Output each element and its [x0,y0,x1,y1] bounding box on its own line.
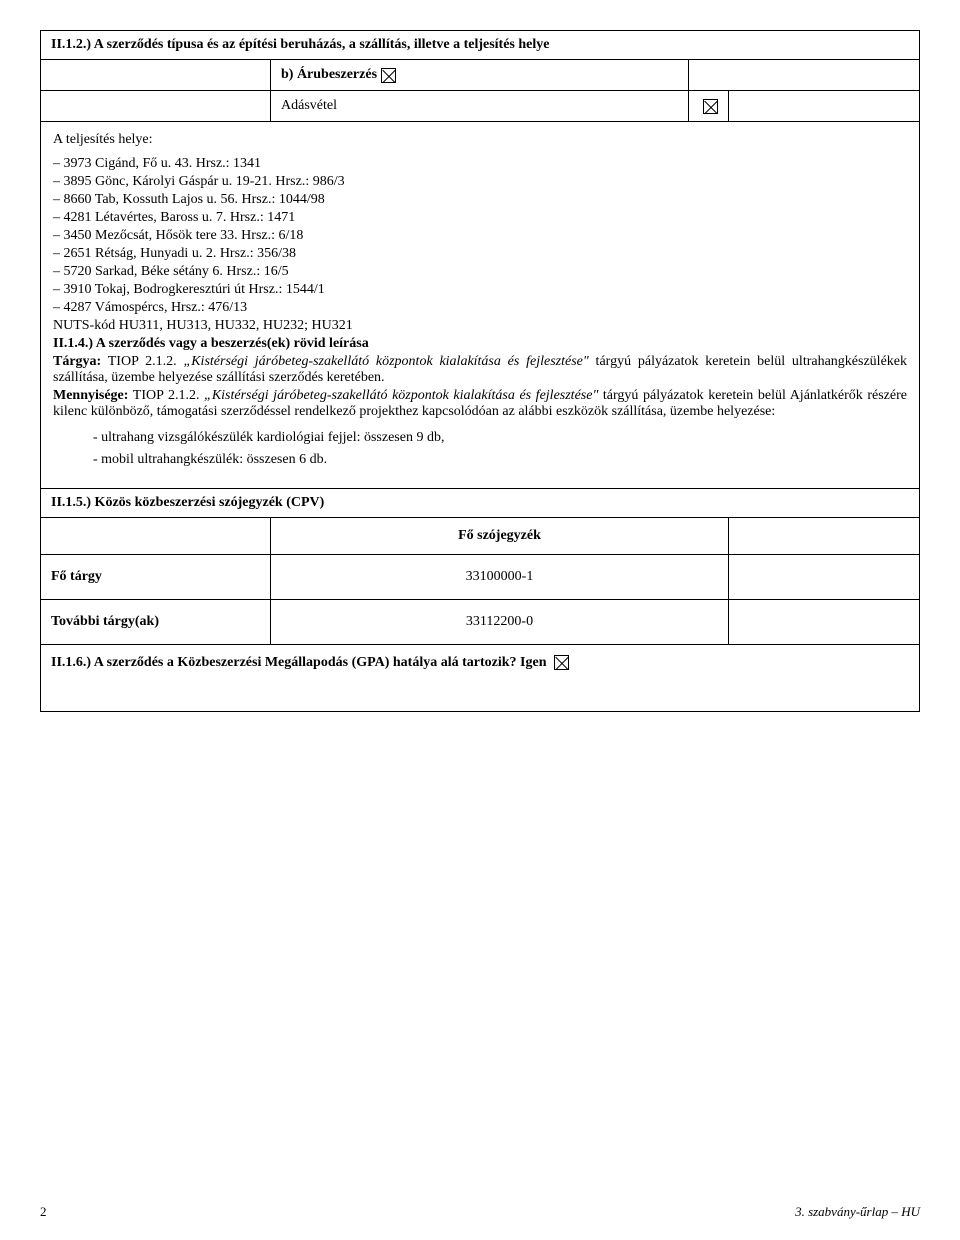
location-item: 4281 Létavértes, Baross u. 7. Hrsz.: 147… [53,210,907,226]
location-item: 3973 Cigánd, Fő u. 43. Hrsz.: 1341 [53,156,907,172]
location-item: 3450 Mezőcsát, Hősök tere 33. Hrsz.: 6/1… [53,228,907,244]
location-item: 3895 Gönc, Károlyi Gáspár u. 19-21. Hrsz… [53,174,907,190]
equipment-item: ultrahang vizsgálókészülék kardiológiai … [93,430,907,446]
mennyisege-paragraph: Mennyisége: TIOP 2.1.2. „Kistérségi járó… [53,388,907,420]
page-footer: 2 3. szabvány-űrlap – HU [40,1204,920,1220]
cpv-col-main: Fő szójegyzék [271,518,729,554]
arubeszerzes-cell: b) Árubeszerzés [271,60,689,90]
empty-cell [729,518,919,554]
equipment-item: mobil ultrahangkészülék: összesen 6 db. [93,452,907,468]
adasvetel-label: Adásvétel [281,98,337,114]
menny-label: Mennyisége: [53,388,128,403]
targya-label: Tárgya: [53,354,101,369]
body-block: A teljesítés helye: 3973 Cigánd, Fő u. 4… [41,122,919,488]
gpa-row: II.1.6.) A szerződés a Közbeszerzési Meg… [41,645,919,711]
footer-right: 3. szabvány-űrlap – HU [795,1204,920,1220]
gpa-checkbox [554,655,569,670]
cpv-section-title: II.1.5.) Közös közbeszerzési szójegyzék … [41,488,919,518]
gpa-text: II.1.6.) A szerződés a Közbeszerzési Meg… [51,655,547,670]
location-item: 5720 Sarkad, Béke sétány 6. Hrsz.: 16/5 [53,264,907,280]
locations-heading: A teljesítés helye: [53,132,907,148]
empty-cell [41,518,271,554]
empty-cell [729,600,919,644]
equipment-list: ultrahang vizsgálókészülék kardiológiai … [93,430,907,468]
locations-list: 3973 Cigánd, Fő u. 43. Hrsz.: 1341 3895 … [53,156,907,316]
targya-paragraph: Tárgya: TIOP 2.1.2. „Kistérségi járóbete… [53,354,907,386]
cpv-row2-code: 33112200-0 [271,600,729,644]
page-number: 2 [40,1204,47,1220]
row-arubeszerzes: b) Árubeszerzés [41,60,919,91]
location-item: 2651 Rétság, Hunyadi u. 2. Hrsz.: 356/38 [53,246,907,262]
menny-ital: „Kistérségi járóbeteg-szakellátó központ… [204,388,598,403]
empty-cell [689,60,919,90]
cpv-row1-code: 33100000-1 [271,555,729,599]
targya-code: TIOP 2.1.2. [101,354,183,369]
row-adasvetel: Adásvétel [41,91,919,122]
empty-cell [729,555,919,599]
cpv-row-main: Fő tárgy 33100000-1 [41,555,919,600]
adasvetel-checkbox [703,99,718,114]
empty-cell [729,91,919,121]
cpv-row-additional: További tárgy(ak) 33112200-0 [41,600,919,645]
location-item: 4287 Vámospércs, Hrsz.: 476/13 [53,300,907,316]
section-ii12-title: II.1.2.) A szerződés típusa és az építés… [41,31,919,60]
menny-code: TIOP 2.1.2. [128,388,204,403]
targya-ital: „Kistérségi járóbeteg-szakellátó központ… [183,354,588,369]
location-item: 8660 Tab, Kossuth Lajos u. 56. Hrsz.: 10… [53,192,907,208]
cpv-row1-label: Fő tárgy [41,555,271,599]
cpv-header-row: Fő szójegyzék [41,518,919,555]
arubeszerzes-checkbox [381,68,396,83]
arubeszerzes-label: b) Árubeszerzés [281,67,377,83]
nuts-codes: NUTS-kód HU311, HU313, HU332, HU232; HU3… [53,318,907,334]
location-item: 3910 Tokaj, Bodrogkeresztúri út Hrsz.: 1… [53,282,907,298]
adasvetel-cell: Adásvétel [271,91,689,121]
cpv-row2-label: További tárgy(ak) [41,600,271,644]
adasvetel-check-cell [689,91,729,121]
ii14-heading: II.1.4.) A szerződés vagy a beszerzés(ek… [53,336,907,352]
document-frame: II.1.2.) A szerződés típusa és az építés… [40,30,920,712]
empty-cell [41,60,271,90]
empty-cell [41,91,271,121]
